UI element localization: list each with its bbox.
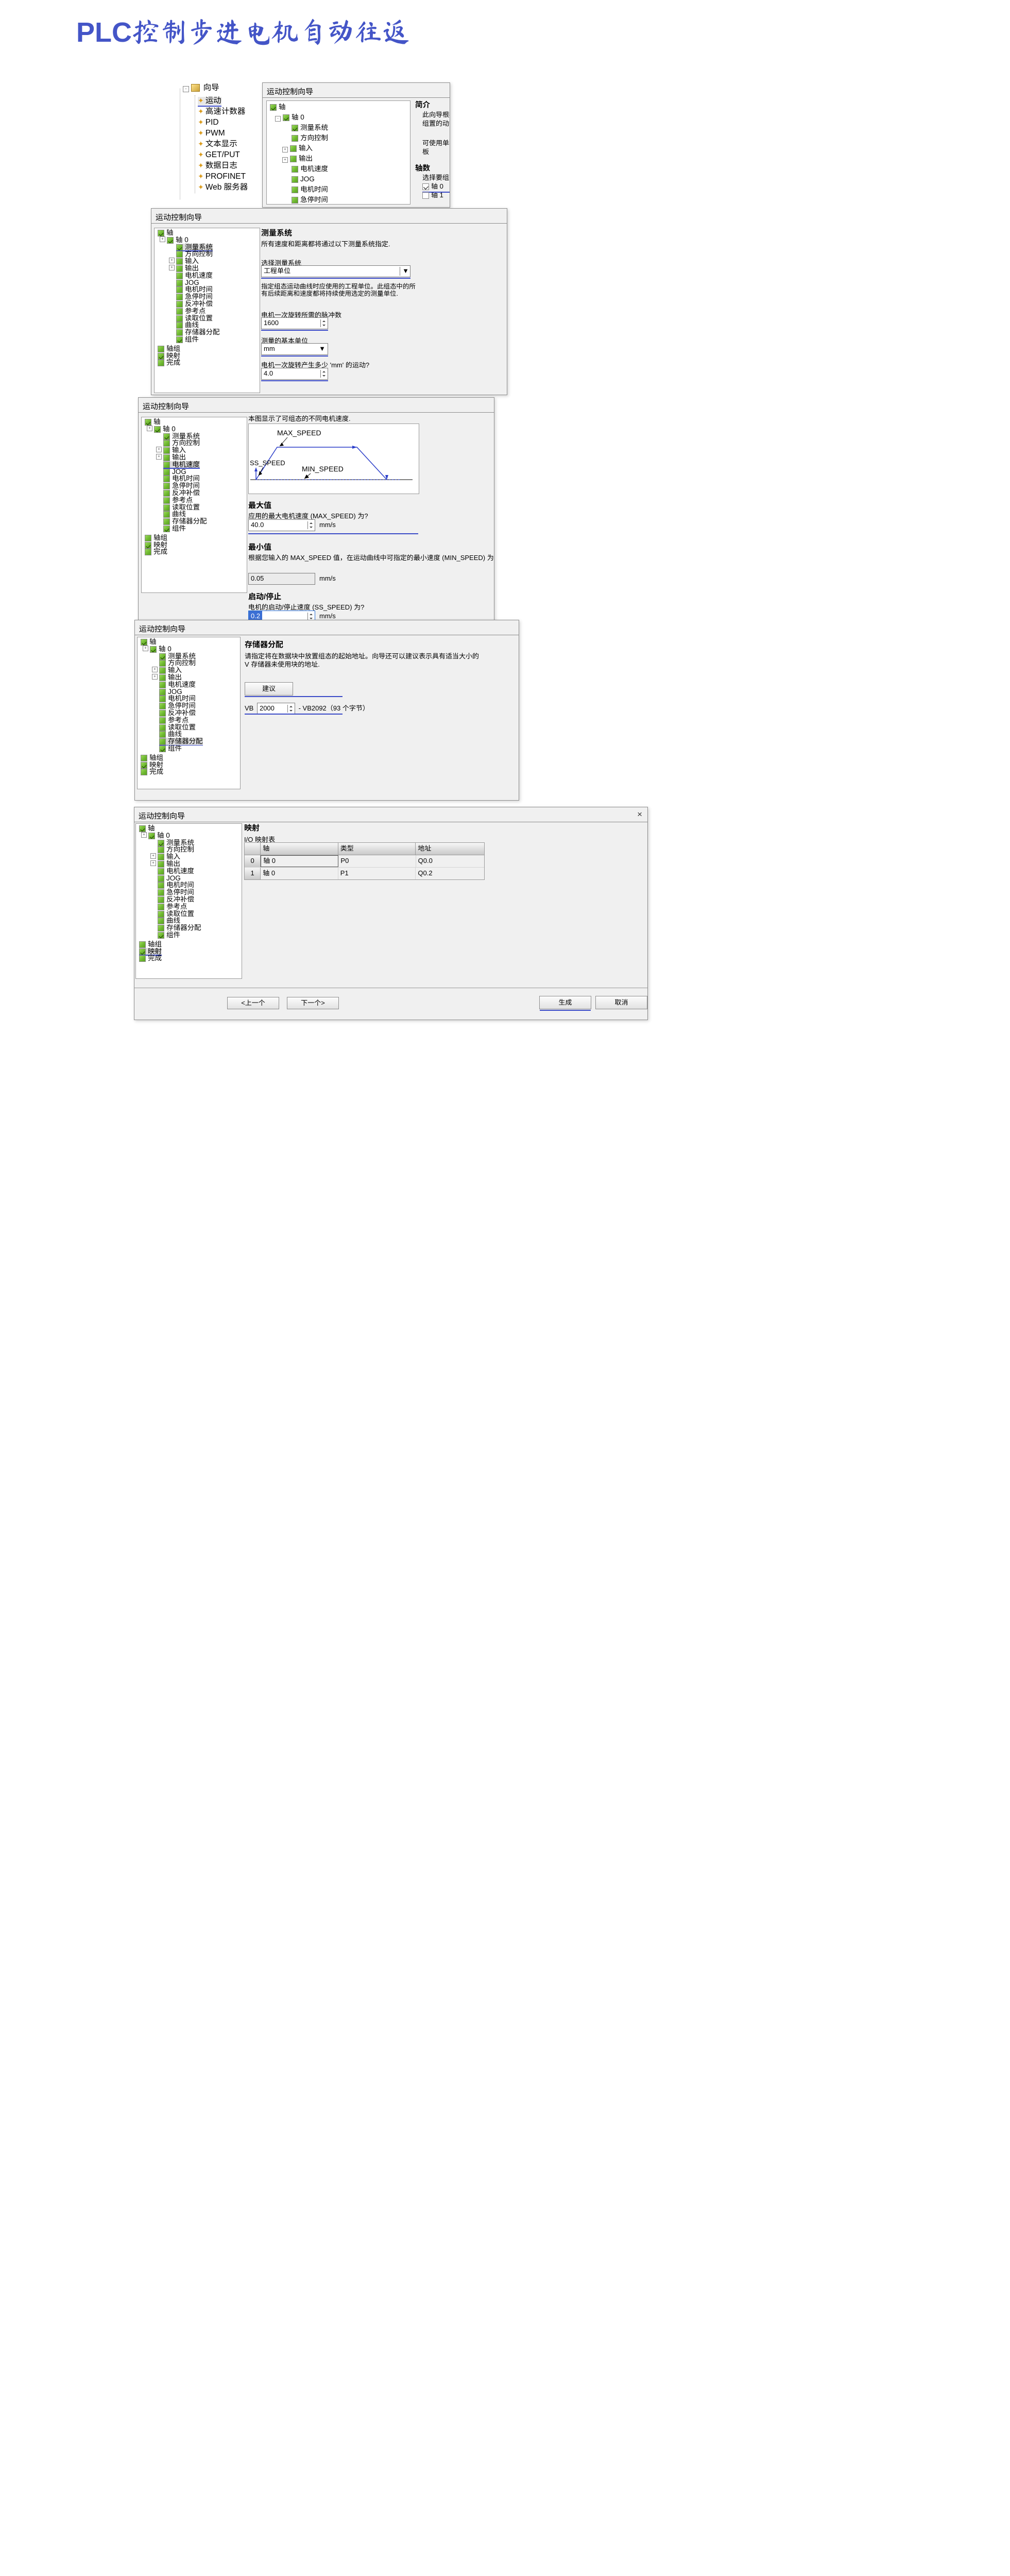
- svg-text:SS_SPEED: SS_SPEED: [250, 459, 285, 467]
- svg-text:MIN_SPEED: MIN_SPEED: [302, 465, 344, 473]
- svg-text:MAX_SPEED: MAX_SPEED: [277, 429, 321, 437]
